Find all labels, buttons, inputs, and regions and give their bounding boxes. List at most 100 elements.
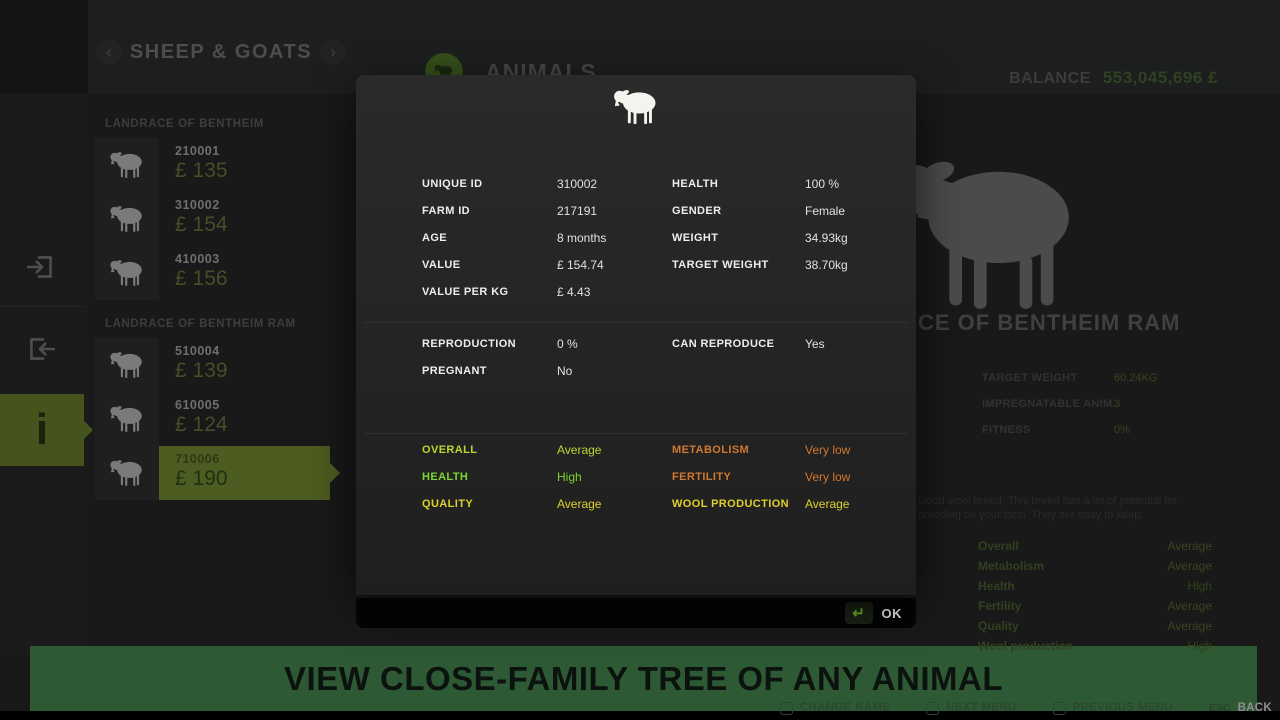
animal-price: £ 135 xyxy=(175,159,228,182)
dialog-divider xyxy=(364,322,908,323)
list-item[interactable]: 410003 £ 156 xyxy=(95,246,330,300)
info-label: HEALTH xyxy=(672,177,719,190)
keybind-back[interactable]: ESC BACK xyxy=(1208,702,1272,714)
sheep-icon xyxy=(95,246,159,300)
enter-glyph: ↵ xyxy=(852,605,865,622)
rating-label: HEALTH xyxy=(422,470,469,483)
arrow-out-of-box-icon xyxy=(24,332,58,366)
rating-label: Wool production xyxy=(978,639,1074,653)
info-value: Female xyxy=(805,203,846,218)
animal-price: £ 190 xyxy=(175,467,228,490)
info-label: FARM ID xyxy=(422,204,471,217)
animal-id: 210001 xyxy=(175,144,220,158)
arrow-into-box-icon xyxy=(24,250,58,284)
animal-id: 510004 xyxy=(175,344,220,358)
list-item[interactable]: 610005 £ 124 xyxy=(95,392,330,446)
rating-value: Very low xyxy=(805,442,851,457)
rating-value: High xyxy=(1187,579,1212,593)
keybind-change-name[interactable]: CHANGE NAME xyxy=(779,701,890,715)
stat-label: FITNESS xyxy=(982,424,1031,436)
info-value: 8 months xyxy=(557,230,607,245)
stat-value: 60.24KG xyxy=(1114,372,1158,384)
balance-value: 553,045,696 £ xyxy=(1102,68,1218,87)
animal-info-grid: UNIQUE ID 310002 HEALTH 100 % FARM ID 21… xyxy=(422,170,902,305)
info-value: 310002 xyxy=(557,176,598,191)
rating-label: Fertility xyxy=(978,599,1022,613)
rating-label: OVERALL xyxy=(422,443,478,456)
info-label: REPRODUCTION xyxy=(422,337,517,350)
balance: BALANCE 553,045,696 £ xyxy=(1009,68,1218,88)
keybind-next-menu[interactable]: NEXT MENU xyxy=(926,701,1016,715)
list-item[interactable]: 310002 £ 154 xyxy=(95,192,330,246)
info-label: VALUE xyxy=(422,258,461,271)
breed-ratings: Overall Average Metabolism Average Healt… xyxy=(978,536,1212,656)
move-animal-out-button[interactable] xyxy=(24,332,58,366)
enter-key-icon: ↵ xyxy=(844,602,873,624)
rating-value: Average xyxy=(1167,619,1212,633)
stat-label: TARGET WEIGHT xyxy=(982,372,1078,384)
breed-description: Good wool breed. This breed has a lot of… xyxy=(918,495,1178,521)
info-label: WEIGHT xyxy=(672,231,719,244)
animal-id: 410003 xyxy=(175,252,220,266)
animal-id: 310002 xyxy=(175,198,220,212)
breed-title: CE OF BENTHEIM RAM xyxy=(918,310,1181,335)
sheep-icon xyxy=(610,85,662,129)
rating-value: Average xyxy=(557,442,602,457)
rating-label: METABOLISM xyxy=(672,443,750,456)
balance-label: BALANCE xyxy=(1009,70,1091,87)
info-value: 217191 xyxy=(557,203,598,218)
rating-value: Average xyxy=(1167,539,1212,553)
list-item[interactable]: 510004 £ 139 xyxy=(95,338,330,392)
info-value: 0 % xyxy=(557,336,578,351)
corner-decoration xyxy=(0,0,88,94)
animal-price: £ 156 xyxy=(175,267,228,290)
sheep-icon xyxy=(95,392,159,446)
ratings-grid: OVERALL Average METABOLISM Very low HEAL… xyxy=(422,436,902,517)
move-animal-in-button[interactable] xyxy=(24,250,58,284)
animal-price: £ 139 xyxy=(175,359,228,382)
animal-group-label: LANDRACE OF BENTHEIM RAM xyxy=(105,318,296,330)
keybind-previous-menu[interactable]: PREVIOUS MENU xyxy=(1052,701,1173,715)
rating-label: Overall xyxy=(978,539,1019,553)
keybind-bar: CHANGE NAME NEXT MENU PREVIOUS MENU ESC … xyxy=(0,699,1272,717)
rating-label: Health xyxy=(978,579,1015,593)
info-label: TARGET WEIGHT xyxy=(672,258,769,271)
hint-banner: VIEW CLOSE-FAMILY TREE OF ANY ANIMAL xyxy=(30,646,1257,711)
rating-label: WOOL PRODUCTION xyxy=(672,497,790,510)
rating-value: High xyxy=(1187,639,1212,653)
info-tab-selected[interactable]: i xyxy=(0,394,84,466)
species-header: ‹ SHEEP & GOATS › xyxy=(96,30,346,74)
stat-value: 0% xyxy=(1114,424,1130,436)
info-value: 34.93kg xyxy=(805,230,848,245)
info-label: GENDER xyxy=(672,204,722,217)
toolbar-divider xyxy=(0,306,86,307)
info-icon: i xyxy=(35,405,49,454)
info-value: 100 % xyxy=(805,176,840,191)
chevron-right-icon: › xyxy=(329,42,336,62)
rating-value: Very low xyxy=(805,469,851,484)
previous-species-button[interactable]: ‹ xyxy=(96,39,122,65)
list-item-selected[interactable]: 710006 £ 190 xyxy=(95,446,330,500)
animal-group-label: LANDRACE OF BENTHEIM xyxy=(105,118,264,130)
animal-id: 610005 xyxy=(175,398,220,412)
species-title: SHEEP & GOATS xyxy=(129,40,313,63)
dialog-divider xyxy=(364,433,908,434)
rating-label: QUALITY xyxy=(422,497,474,510)
key-icon xyxy=(1052,701,1066,715)
dialog-body: UNIQUE ID 310002 HEALTH 100 % FARM ID 21… xyxy=(356,75,916,595)
sheep-icon xyxy=(95,138,159,192)
next-species-button[interactable]: › xyxy=(319,39,346,65)
list-item[interactable]: 210001 £ 135 xyxy=(95,138,330,192)
rating-value: High xyxy=(557,469,582,484)
hint-banner-text: VIEW CLOSE-FAMILY TREE OF ANY ANIMAL xyxy=(284,659,1003,697)
ok-button[interactable]: OK xyxy=(881,605,902,621)
animal-list: LANDRACE OF BENTHEIM 210001 £ 135 310002… xyxy=(95,108,330,500)
rating-value: Average xyxy=(805,496,850,511)
key-icon xyxy=(779,701,793,715)
rating-label: Quality xyxy=(978,619,1019,633)
rating-label: FERTILITY xyxy=(672,470,732,483)
rating-value: Average xyxy=(557,496,602,511)
key-icon xyxy=(926,701,940,715)
info-value: Yes xyxy=(805,336,825,351)
